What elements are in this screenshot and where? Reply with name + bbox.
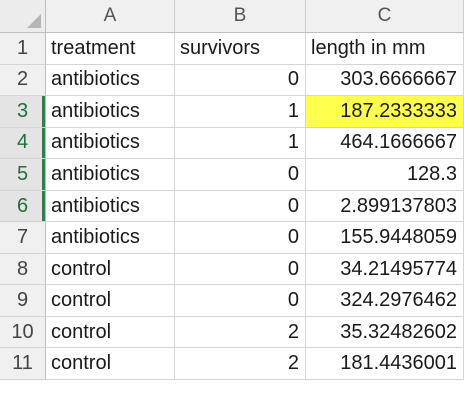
cell-c11[interactable]: 181.4436001	[306, 348, 464, 381]
cell-c1[interactable]: length in mm	[306, 33, 464, 65]
cell-c8[interactable]: 34.21495774	[306, 253, 464, 286]
cell-c10[interactable]: 35.32482602	[306, 316, 464, 349]
cell-a6[interactable]: antibiotics	[46, 190, 175, 223]
row-header-11[interactable]: 11	[0, 348, 46, 381]
row-header-8[interactable]: 8	[0, 253, 46, 286]
cell-c3-highlighted[interactable]: 187.2333333	[306, 96, 464, 128]
cell-b8[interactable]: 0	[175, 253, 306, 286]
cell-a2[interactable]: antibiotics	[46, 64, 175, 97]
column-header-c[interactable]: C	[306, 0, 464, 33]
cell-a11[interactable]: control	[46, 348, 175, 381]
cell-b3[interactable]: 1	[175, 96, 306, 128]
cell-a3[interactable]: antibiotics	[46, 96, 175, 128]
cell-b4[interactable]: 1	[175, 127, 306, 160]
cell-b6[interactable]: 0	[175, 190, 306, 223]
row-header-6[interactable]: 6	[0, 190, 46, 223]
cell-a5[interactable]: antibiotics	[46, 159, 175, 191]
cell-b2[interactable]: 0	[175, 64, 306, 97]
cell-c9[interactable]: 324.2976462	[306, 285, 464, 317]
cell-b5[interactable]: 0	[175, 159, 306, 191]
select-all-triangle-icon	[27, 14, 41, 28]
row-header-5[interactable]: 5	[0, 159, 46, 191]
cell-b1[interactable]: survivors	[175, 33, 306, 65]
cell-a1[interactable]: treatment	[46, 33, 175, 65]
select-all-corner[interactable]	[0, 0, 46, 33]
cell-c5[interactable]: 128.3	[306, 159, 464, 191]
cell-c2[interactable]: 303.6666667	[306, 64, 464, 97]
row-header-2[interactable]: 2	[0, 64, 46, 97]
cell-a4[interactable]: antibiotics	[46, 127, 175, 160]
cell-a9[interactable]: control	[46, 285, 175, 317]
row-header-3[interactable]: 3	[0, 96, 46, 128]
cell-b10[interactable]: 2	[175, 316, 306, 349]
cell-c7[interactable]: 155.9448059	[306, 222, 464, 254]
column-header-a[interactable]: A	[46, 0, 175, 33]
cell-b7[interactable]: 0	[175, 222, 306, 254]
cell-b9[interactable]: 0	[175, 285, 306, 317]
row-header-10[interactable]: 10	[0, 316, 46, 349]
cell-a8[interactable]: control	[46, 253, 175, 286]
cell-a10[interactable]: control	[46, 316, 175, 349]
row-header-9[interactable]: 9	[0, 285, 46, 317]
row-header-1[interactable]: 1	[0, 33, 46, 65]
cell-b11[interactable]: 2	[175, 348, 306, 381]
cell-c4[interactable]: 464.1666667	[306, 127, 464, 160]
cell-c6[interactable]: 2.899137803	[306, 190, 464, 223]
cell-a7[interactable]: antibiotics	[46, 222, 175, 254]
row-header-7[interactable]: 7	[0, 222, 46, 254]
row-header-4[interactable]: 4	[0, 127, 46, 160]
column-header-b[interactable]: B	[175, 0, 306, 33]
